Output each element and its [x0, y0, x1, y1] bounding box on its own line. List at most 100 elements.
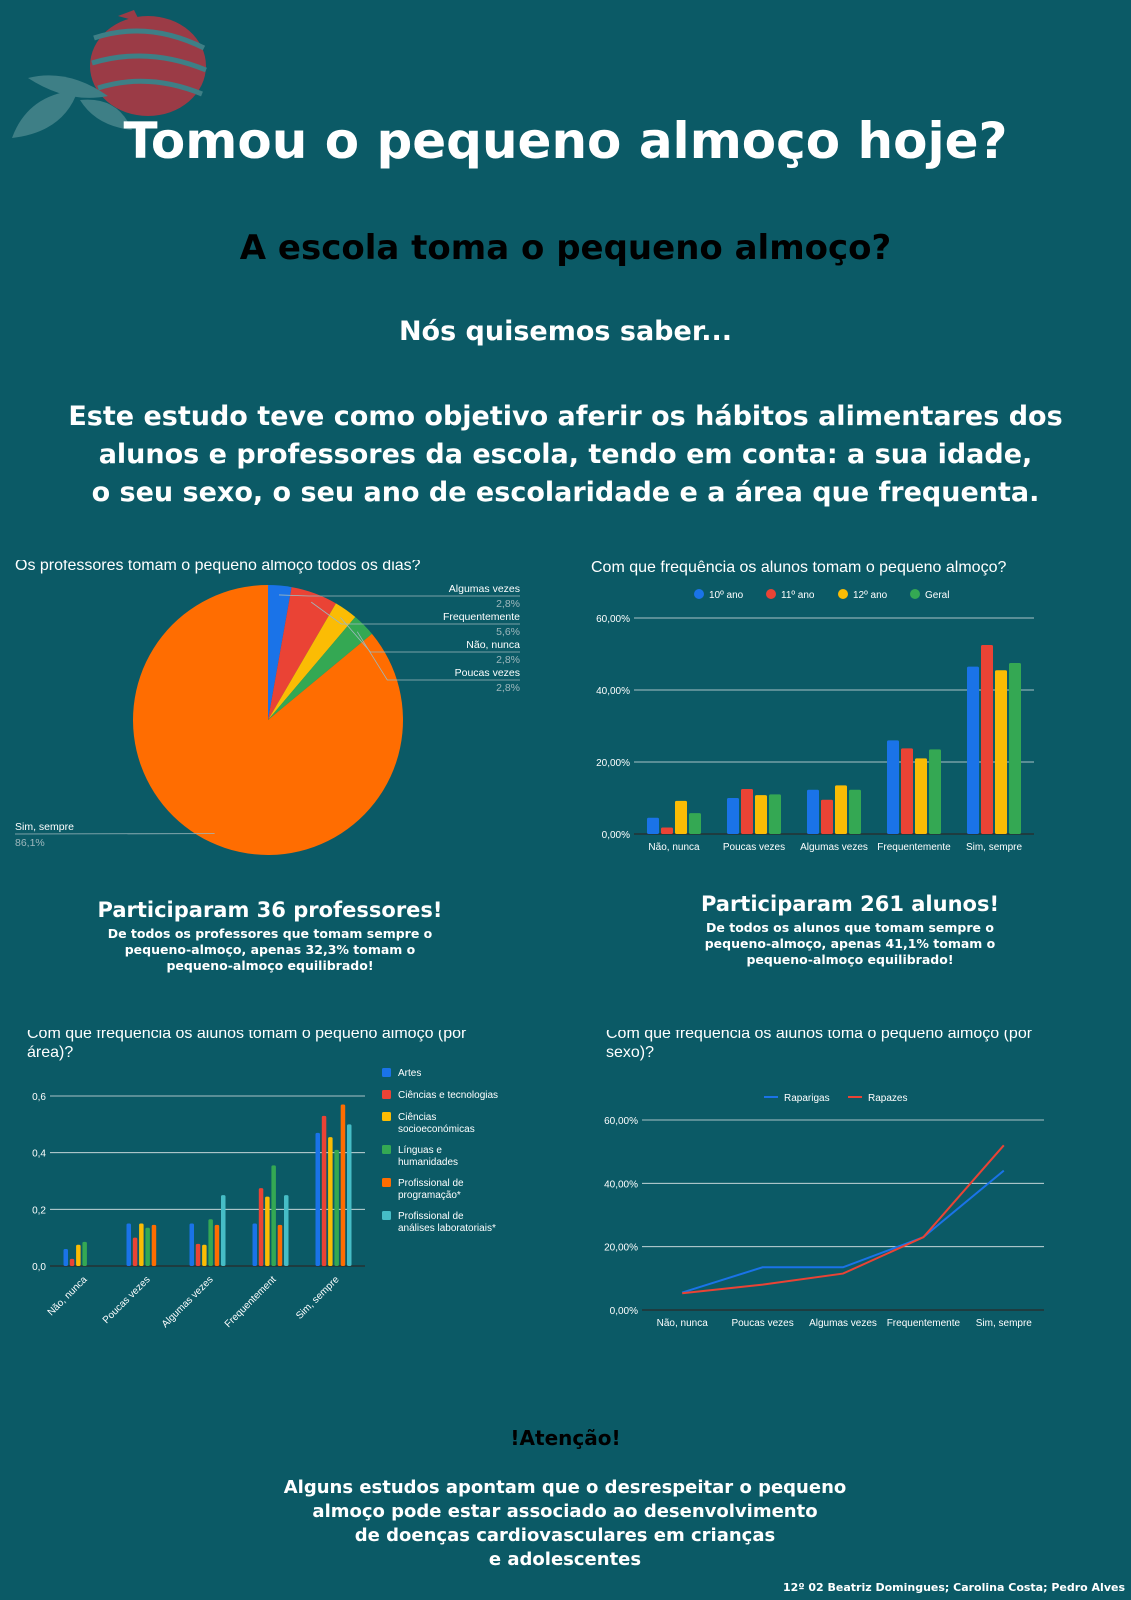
legend-label: programação* [398, 1190, 461, 1201]
legend-swatch [910, 589, 920, 599]
y-tick-label: 20,00% [604, 1243, 638, 1254]
teachers-summary-line: pequeno-almoço, apenas 32,3% tomam o [124, 942, 416, 957]
y-tick-label: 0,00% [610, 1306, 638, 1317]
intro-line: Este estudo teve como objetivo aferir os… [68, 401, 1063, 432]
legend-label: 11º ano [781, 590, 815, 601]
bar [214, 1224, 220, 1266]
teachers-summary-line: pequeno-almoço equilibrado! [166, 958, 374, 973]
bar [139, 1223, 144, 1266]
legend-swatch [766, 589, 776, 599]
pie-slice-value: 2,8% [496, 682, 520, 694]
x-tick-label: Algumas vezes [160, 1274, 216, 1330]
logo-red-flower [90, 10, 207, 116]
x-tick-label: Algumas vezes [809, 1318, 877, 1329]
bar [887, 740, 899, 834]
bar [76, 1244, 81, 1266]
x-tick-label: Não, nunca [46, 1274, 90, 1318]
pie-slice-value: 2,8% [496, 654, 520, 666]
bar [252, 1223, 257, 1266]
school-logo [12, 10, 207, 138]
attention-line: de doenças cardiovasculares em crianças [354, 1525, 776, 1546]
bar [82, 1241, 87, 1266]
bar [929, 749, 941, 834]
x-tick-label: Poucas vezes [723, 842, 785, 853]
attention-line: Alguns estudos apontam que o desrespeita… [283, 1477, 847, 1498]
y-tick-label: 0,6 [32, 1092, 46, 1103]
bar [271, 1165, 276, 1266]
authors-credit: 12º 02 Beatriz Domingues; Carolina Costa… [783, 1581, 1125, 1594]
x-tick-label: Não, nunca [648, 842, 700, 853]
bar [807, 789, 819, 834]
attention-title: !Atenção! [510, 1426, 621, 1450]
chart-title: Os professores tomam o pequeno almoço to… [15, 560, 421, 574]
bar [189, 1223, 194, 1266]
bar [347, 1124, 352, 1266]
legend-swatch [382, 1090, 391, 1099]
pie-slice-label: Não, nunca [466, 639, 520, 651]
series-line [681, 1169, 1005, 1294]
bar [1009, 663, 1021, 834]
page-title: Tomou o pequeno almoço hoje? [123, 112, 1008, 170]
bar [340, 1104, 346, 1266]
x-tick-label: Sim, sempre [976, 1318, 1033, 1329]
x-tick-label: Sim, sempre [294, 1274, 342, 1322]
bar [69, 1258, 75, 1266]
chart-title: Com que frequência os alunos tomam o peq… [27, 1030, 467, 1042]
bar [126, 1223, 131, 1266]
pie-slice-value: 86,1% [15, 837, 45, 849]
bar [769, 794, 781, 834]
bar [151, 1224, 157, 1266]
teachers-pie-chart: Os professores tomam o pequeno almoço to… [14, 560, 520, 855]
pie-slice [268, 585, 292, 720]
legend-label: Rapazes [868, 1093, 907, 1104]
y-tick-label: 0,2 [32, 1205, 46, 1216]
page-subtitle: A escola toma o pequeno almoço? [239, 228, 892, 268]
students-by-sex-line-chart: Com que frequência os alunos toma o pequ… [604, 1030, 1044, 1329]
pie-slice-value: 5,6% [496, 626, 520, 638]
x-tick-label: Frequentemente [887, 1318, 961, 1329]
legend-swatch [382, 1112, 391, 1121]
y-tick-label: 40,00% [596, 686, 630, 697]
pie-slice-value: 2,8% [496, 598, 520, 610]
logo-teal-leaves [12, 75, 132, 138]
legend-swatch [382, 1211, 391, 1220]
pie-slice [268, 603, 356, 720]
bar [63, 1249, 68, 1266]
bar [981, 645, 993, 834]
students-by-year-bar-chart: Com que frequência os alunos tomam o peq… [591, 560, 1034, 853]
students-by-area-bar-chart: Com que frequência os alunos tomam o peq… [27, 1030, 498, 1330]
attention-line: almoço pode estar associado ao desenvolv… [312, 1501, 818, 1522]
x-tick-label: Sim, sempre [966, 842, 1023, 853]
y-tick-label: 60,00% [604, 1116, 638, 1127]
chart-title: Com que frequência os alunos toma o pequ… [606, 1030, 1033, 1042]
pie-leader-line [310, 601, 520, 625]
pie-leader-line [279, 594, 520, 597]
bar [915, 758, 927, 834]
intro-line: alunos e professores da escola, tendo em… [98, 439, 1033, 470]
bar [741, 789, 753, 834]
legend-label: Raparigas [784, 1093, 830, 1104]
legend-label: Profissional de [398, 1211, 464, 1222]
legend-label: Ciências e tecnologias [398, 1090, 498, 1101]
x-tick-label: Frequentement [223, 1274, 279, 1330]
students-summary-line: pequeno-almoço, apenas 41,1% tomam o [704, 936, 996, 951]
y-tick-label: 40,00% [604, 1179, 638, 1190]
legend-label: Artes [398, 1068, 421, 1079]
intro-lead: Nós quisemos saber... [398, 316, 733, 347]
students-summary-line: pequeno-almoço equilibrado! [746, 952, 954, 967]
legend-label: humanidades [398, 1157, 458, 1168]
bar [755, 795, 767, 834]
y-tick-label: 0,4 [32, 1149, 46, 1160]
pie-slice [268, 587, 336, 720]
pie-leader-line [340, 617, 520, 653]
bar [208, 1219, 213, 1266]
legend-label: socioeconómicas [398, 1124, 475, 1135]
legend-label: análises laboratoriais* [398, 1223, 496, 1234]
students-summary-line: De todos os alunos que tomam sempre o [706, 920, 994, 935]
teachers-summary-line: De todos os professores que tomam sempre… [107, 926, 433, 941]
bar [967, 666, 979, 834]
legend-swatch [382, 1145, 391, 1154]
attention-text: Alguns estudos apontam que o desrespeita… [265, 1476, 865, 1572]
y-tick-label: 0,0 [32, 1262, 46, 1273]
legend-swatch [694, 589, 704, 599]
